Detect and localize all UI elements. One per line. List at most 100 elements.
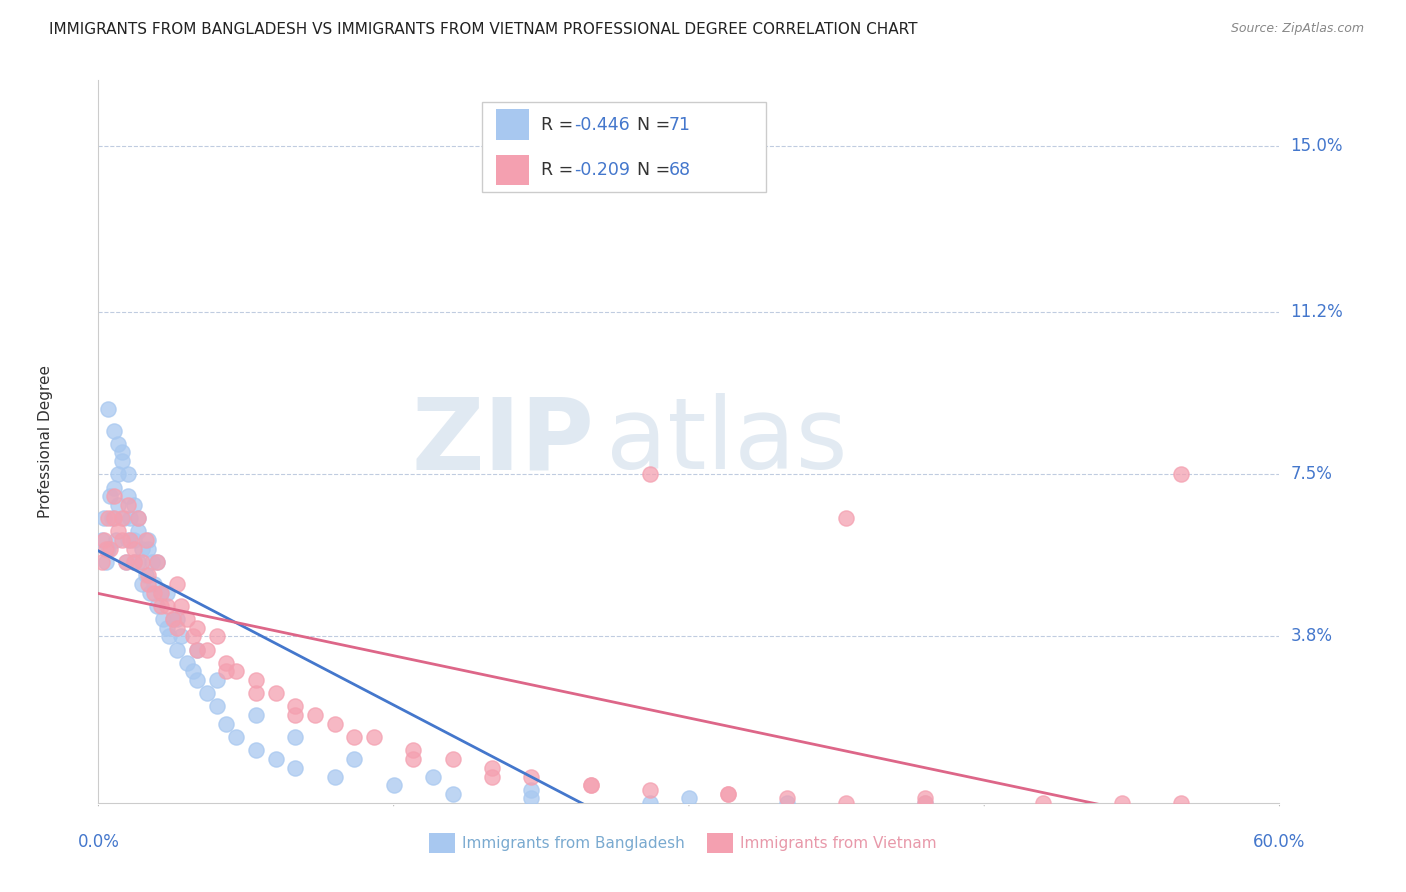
- Point: [97, 511, 120, 525]
- Point: [111, 445, 134, 459]
- Point: [93, 533, 115, 547]
- Point: [127, 511, 149, 525]
- Text: 7.5%: 7.5%: [1291, 466, 1333, 483]
- FancyBboxPatch shape: [707, 833, 733, 854]
- Point: [264, 752, 287, 766]
- Text: N =: N =: [626, 116, 676, 134]
- Point: [156, 621, 179, 635]
- Point: [638, 467, 661, 482]
- Point: [245, 673, 267, 688]
- Point: [914, 796, 936, 810]
- Point: [136, 533, 159, 547]
- Point: [111, 533, 134, 547]
- Point: [141, 555, 163, 569]
- Point: [136, 577, 159, 591]
- Point: [156, 585, 179, 599]
- Point: [835, 511, 858, 525]
- Point: [98, 489, 121, 503]
- Point: [776, 791, 799, 805]
- Point: [284, 761, 307, 775]
- Point: [225, 730, 247, 744]
- Point: [146, 599, 169, 613]
- Point: [105, 533, 128, 547]
- Point: [382, 778, 405, 792]
- Point: [284, 730, 307, 744]
- Text: ZIP: ZIP: [412, 393, 595, 490]
- Point: [97, 401, 120, 416]
- Point: [115, 555, 138, 569]
- Point: [117, 489, 139, 503]
- FancyBboxPatch shape: [496, 154, 530, 185]
- Point: [118, 511, 141, 525]
- Point: [776, 796, 799, 810]
- Point: [122, 555, 145, 569]
- Text: R =: R =: [541, 161, 579, 178]
- Text: Immigrants from Vietnam: Immigrants from Vietnam: [740, 836, 936, 851]
- Point: [122, 541, 145, 556]
- Point: [117, 467, 139, 482]
- Point: [215, 656, 238, 670]
- Point: [264, 686, 287, 700]
- Point: [284, 708, 307, 723]
- Text: 0.0%: 0.0%: [77, 833, 120, 851]
- Point: [186, 642, 208, 657]
- Point: [284, 699, 307, 714]
- Point: [107, 498, 129, 512]
- Point: [122, 533, 145, 547]
- Point: [176, 612, 198, 626]
- Point: [245, 743, 267, 757]
- Point: [131, 577, 153, 591]
- Point: [146, 555, 169, 569]
- Point: [170, 629, 193, 643]
- FancyBboxPatch shape: [429, 833, 456, 854]
- Point: [135, 568, 157, 582]
- Text: -0.209: -0.209: [575, 161, 630, 178]
- Point: [117, 533, 139, 547]
- Point: [441, 752, 464, 766]
- Text: 71: 71: [669, 116, 690, 134]
- Point: [579, 778, 602, 792]
- Point: [166, 642, 188, 657]
- Point: [215, 717, 238, 731]
- Point: [162, 612, 184, 626]
- Point: [520, 770, 543, 784]
- Text: Source: ZipAtlas.com: Source: ZipAtlas.com: [1230, 22, 1364, 36]
- Point: [166, 577, 188, 591]
- Point: [136, 541, 159, 556]
- Point: [122, 555, 145, 569]
- Point: [835, 796, 858, 810]
- Point: [117, 498, 139, 512]
- Point: [142, 577, 165, 591]
- Point: [205, 673, 228, 688]
- Point: [205, 699, 228, 714]
- Point: [103, 511, 125, 525]
- Point: [103, 481, 125, 495]
- Point: [97, 541, 120, 556]
- Point: [914, 796, 936, 810]
- Text: 68: 68: [669, 161, 690, 178]
- Point: [343, 752, 366, 766]
- Point: [717, 787, 740, 801]
- Point: [186, 621, 208, 635]
- Point: [150, 599, 173, 613]
- Point: [166, 612, 188, 626]
- Point: [245, 686, 267, 700]
- Point: [481, 770, 503, 784]
- Point: [304, 708, 326, 723]
- Point: [195, 686, 218, 700]
- Point: [131, 555, 153, 569]
- Point: [225, 665, 247, 679]
- Point: [103, 489, 125, 503]
- Point: [107, 436, 129, 450]
- Point: [112, 511, 135, 525]
- FancyBboxPatch shape: [482, 102, 766, 193]
- Point: [162, 612, 184, 626]
- Point: [186, 673, 208, 688]
- Point: [914, 791, 936, 805]
- Text: 11.2%: 11.2%: [1291, 303, 1343, 321]
- Point: [156, 599, 179, 613]
- Point: [176, 656, 198, 670]
- Point: [142, 585, 165, 599]
- Point: [150, 585, 173, 599]
- Point: [520, 791, 543, 805]
